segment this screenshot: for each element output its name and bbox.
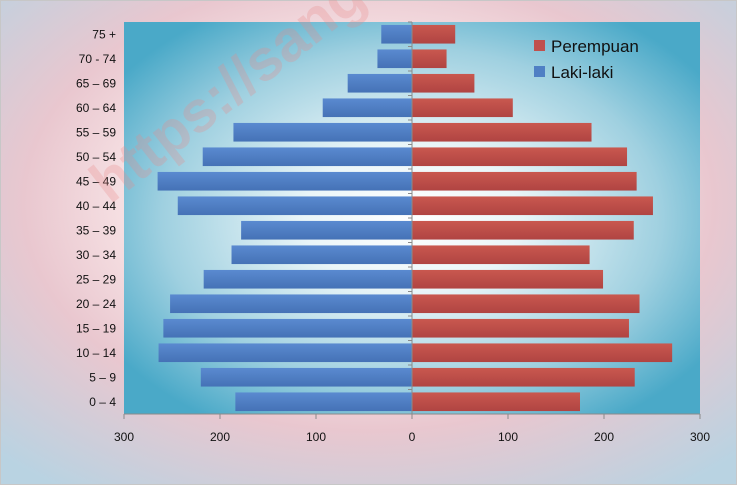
- bar-perempuan-15: [412, 24, 456, 44]
- bar-laki-laki-8: [177, 196, 412, 216]
- bar-perempuan-6: [412, 245, 590, 265]
- bar-perempuan-3: [412, 318, 629, 338]
- bar-perempuan-2: [412, 343, 673, 363]
- bar-laki-laki-9: [157, 171, 412, 191]
- bar-perempuan-7: [412, 220, 634, 240]
- bar-laki-laki-2: [158, 343, 412, 363]
- bar-laki-laki-12: [322, 98, 412, 118]
- x-tick-label-6: 300: [690, 430, 710, 444]
- x-tick-label-4: 100: [498, 430, 518, 444]
- category-label-5: 25 – 29: [76, 272, 116, 286]
- bar-laki-laki-11: [233, 122, 412, 142]
- legend-swatch-laki-laki: [534, 66, 545, 77]
- bar-perempuan-0: [412, 392, 580, 412]
- bar-perempuan-12: [412, 98, 513, 118]
- bar-perempuan-9: [412, 171, 637, 191]
- labels-layer: 0 – 4 5 – 9 10 – 14 15 – 19 20 – 24 25 – 29 30…: [76, 27, 710, 444]
- category-label-15: 75 +: [92, 27, 116, 41]
- bar-laki-laki-15: [381, 24, 412, 44]
- axis-layer: [123, 21, 701, 419]
- x-tick-label-1: 200: [210, 430, 230, 444]
- legend: Perempuan Laki-laki: [534, 37, 639, 82]
- x-tick-label-0: 300: [114, 430, 134, 444]
- bar-perempuan-10: [412, 147, 628, 167]
- bar-perempuan-1: [412, 367, 635, 387]
- bar-perempuan-11: [412, 122, 592, 142]
- legend-swatch-perempuan: [534, 40, 545, 51]
- bar-laki-laki-14: [377, 49, 412, 69]
- bar-laki-laki-7: [241, 220, 412, 240]
- category-label-12: 60 – 64: [76, 101, 116, 115]
- category-label-2: 10 – 14: [76, 346, 116, 360]
- bar-laki-laki-3: [163, 318, 412, 338]
- x-tick-label-3: 0: [409, 430, 416, 444]
- category-label-14: 70 - 74: [79, 52, 117, 66]
- bars-layer: [157, 24, 673, 412]
- bar-perempuan-14: [412, 49, 447, 69]
- bar-laki-laki-5: [203, 269, 412, 289]
- legend-label-perempuan: Perempuan: [551, 37, 639, 56]
- category-label-6: 30 – 34: [76, 248, 116, 262]
- bar-laki-laki-4: [170, 294, 412, 314]
- category-label-1: 5 – 9: [89, 370, 116, 384]
- bar-perempuan-13: [412, 73, 475, 93]
- bar-laki-laki-10: [202, 147, 412, 167]
- bar-perempuan-4: [412, 294, 640, 314]
- category-label-0: 0 – 4: [89, 395, 116, 409]
- category-label-10: 50 – 54: [76, 150, 116, 164]
- category-label-4: 20 – 24: [76, 297, 116, 311]
- bar-laki-laki-0: [235, 392, 412, 412]
- category-label-7: 35 – 39: [76, 223, 116, 237]
- category-label-9: 45 – 49: [76, 174, 116, 188]
- category-label-11: 55 – 59: [76, 125, 116, 139]
- legend-label-laki-laki: Laki-laki: [551, 63, 613, 82]
- bar-perempuan-8: [412, 196, 653, 216]
- category-label-13: 65 – 69: [76, 76, 116, 90]
- bar-laki-laki-1: [200, 367, 412, 387]
- category-label-3: 15 – 19: [76, 321, 116, 335]
- bar-laki-laki-13: [347, 73, 412, 93]
- x-tick-label-2: 100: [306, 430, 326, 444]
- x-tick-label-5: 200: [594, 430, 614, 444]
- bar-laki-laki-6: [231, 245, 412, 265]
- bar-perempuan-5: [412, 269, 604, 289]
- category-label-8: 40 – 44: [76, 199, 116, 213]
